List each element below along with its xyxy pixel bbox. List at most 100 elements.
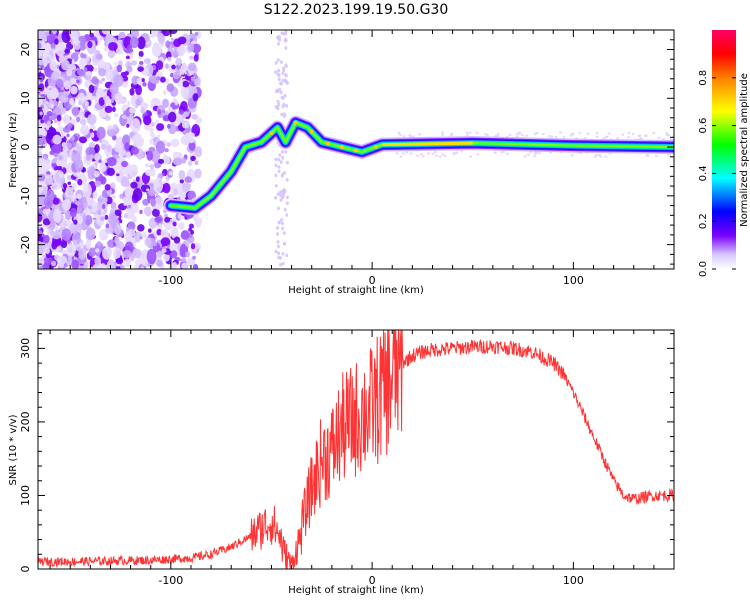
noise-speckle (122, 115, 128, 120)
noise-speckle (159, 76, 166, 83)
noise-speckle (56, 165, 63, 171)
noise-speckle (668, 154, 672, 157)
ridge-hotspot (293, 120, 298, 125)
noise-speckle (170, 37, 174, 41)
noise-speckle (172, 221, 177, 227)
noise-speckle (94, 256, 102, 266)
noise-speckle (112, 135, 117, 141)
noise-speckle (135, 176, 140, 182)
noise-speckle (144, 163, 150, 168)
noise-speckle (283, 93, 287, 98)
noise-speckle (44, 178, 53, 186)
noise-speckle (276, 58, 280, 62)
noise-speckle (184, 240, 190, 247)
noise-speckle (69, 77, 77, 85)
noise-speckle (132, 248, 142, 259)
noise-speckle (669, 138, 673, 141)
noise-speckle (177, 80, 183, 88)
noise-speckle (281, 226, 285, 231)
noise-speckle (89, 128, 94, 134)
noise-speckle (541, 132, 545, 136)
noise-speckle (152, 242, 158, 247)
noise-speckle (147, 228, 152, 233)
noise-speckle (160, 43, 165, 48)
noise-speckle (194, 146, 203, 158)
noise-speckle (57, 120, 61, 127)
noise-speckle (283, 207, 287, 212)
noise-speckle (667, 133, 671, 137)
noise-speckle (172, 98, 177, 103)
noise-speckle (38, 241, 44, 253)
noise-speckle (78, 247, 87, 260)
noise-speckle (112, 247, 121, 260)
noise-speckle (101, 77, 106, 82)
noise-speckle (77, 178, 83, 186)
noise-speckle (38, 208, 43, 214)
noise-speckle (110, 98, 115, 104)
noise-speckle (81, 198, 87, 202)
noise-speckle (187, 43, 195, 52)
noise-speckle (279, 198, 283, 202)
noise-speckle (285, 177, 289, 182)
noise-speckle (409, 152, 413, 155)
spectral-ridge (166, 118, 674, 213)
noise-speckle (66, 142, 73, 149)
noise-speckle (279, 90, 283, 95)
noise-speckle (171, 64, 176, 70)
noise-speckle (38, 30, 45, 42)
noise-speckle (180, 85, 190, 99)
noise-speckle (157, 158, 165, 164)
noise-speckle (279, 160, 283, 164)
noise-speckle (278, 153, 282, 157)
noise-speckle (160, 228, 169, 239)
noise-speckle (38, 158, 47, 174)
snr-y-tick-label: 200 (19, 411, 32, 432)
noise-speckle (277, 169, 281, 174)
noise-speckle (134, 237, 140, 243)
noise-speckle (73, 199, 78, 203)
noise-speckle (431, 152, 435, 155)
noise-speckle (450, 132, 454, 135)
noise-speckle (85, 146, 96, 157)
noise-speckle (638, 134, 642, 137)
snr-y-tick-label: 300 (19, 338, 32, 359)
noise-speckle (120, 264, 125, 269)
noise-speckle (123, 213, 128, 219)
noise-speckle (88, 247, 97, 258)
noise-speckle (164, 216, 171, 223)
noise-speckle (421, 154, 425, 158)
noise-speckle (171, 229, 178, 237)
noise-speckle (595, 131, 599, 135)
noise-speckle (284, 73, 288, 77)
noise-speckle (438, 155, 442, 158)
noise-speckle (276, 72, 280, 77)
noise-speckle (194, 31, 199, 36)
noise-speckle (186, 257, 196, 267)
noise-speckle (38, 95, 43, 107)
noise-speckle (155, 60, 164, 71)
noise-speckle (475, 131, 479, 135)
noise-speckle (586, 132, 590, 135)
noise-speckle (96, 53, 103, 60)
noise-speckle (62, 146, 69, 153)
noise-speckle (616, 137, 620, 140)
spectrogram-y-tick-label: 20 (19, 43, 32, 57)
noise-speckle (281, 31, 285, 36)
noise-speckle (631, 132, 635, 136)
noise-speckle (91, 95, 97, 101)
noise-speckle (65, 221, 69, 225)
noise-speckle (105, 69, 113, 81)
noise-speckle (40, 119, 45, 124)
noise-speckle (276, 244, 280, 249)
noise-speckle (278, 256, 282, 260)
noise-speckle (76, 193, 82, 200)
noise-speckle (517, 131, 521, 135)
noise-speckle (52, 30, 57, 35)
noise-speckle (61, 228, 72, 241)
noise-speckle (525, 134, 529, 137)
noise-speckle (151, 30, 156, 35)
noise-speckle (49, 229, 55, 236)
noise-speckle (137, 66, 144, 72)
colorbar-gradient (712, 30, 736, 269)
